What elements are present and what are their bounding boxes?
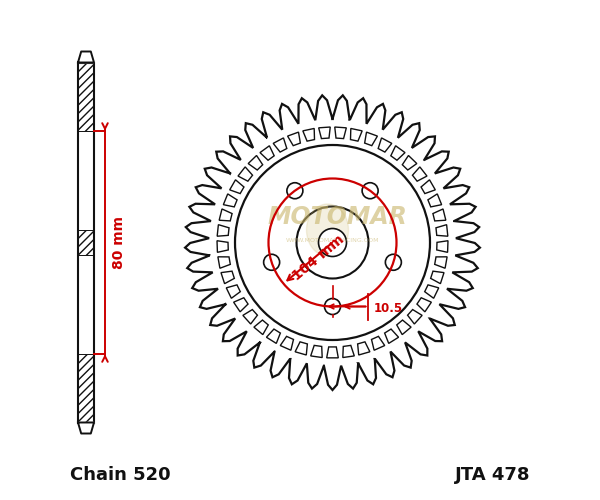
Polygon shape: [378, 138, 392, 152]
Circle shape: [362, 182, 378, 198]
Circle shape: [319, 228, 347, 256]
Text: JTA 478: JTA 478: [455, 466, 530, 484]
Polygon shape: [433, 209, 446, 221]
Polygon shape: [185, 96, 480, 390]
Polygon shape: [218, 257, 230, 268]
Polygon shape: [243, 310, 257, 324]
Text: 10.5: 10.5: [373, 302, 403, 316]
Text: Chain 520: Chain 520: [70, 466, 170, 484]
Text: WWW.MOTOMAXRACING.COM: WWW.MOTOMAXRACING.COM: [286, 238, 379, 242]
Circle shape: [235, 145, 430, 340]
Polygon shape: [335, 127, 346, 138]
Polygon shape: [417, 298, 431, 312]
Polygon shape: [350, 128, 362, 141]
Polygon shape: [230, 180, 244, 194]
Text: 80 mm: 80 mm: [112, 216, 126, 269]
Polygon shape: [219, 209, 232, 221]
Polygon shape: [326, 347, 338, 358]
Polygon shape: [254, 320, 268, 334]
Polygon shape: [437, 240, 448, 252]
Polygon shape: [273, 138, 287, 152]
Polygon shape: [319, 127, 330, 138]
Polygon shape: [434, 257, 447, 268]
Polygon shape: [266, 329, 280, 344]
Text: MOTOMAR: MOTOMAR: [268, 206, 407, 230]
Polygon shape: [295, 342, 307, 355]
Polygon shape: [280, 336, 293, 350]
Polygon shape: [431, 271, 444, 283]
Polygon shape: [397, 320, 411, 334]
Polygon shape: [287, 132, 301, 145]
Polygon shape: [343, 346, 355, 358]
Circle shape: [263, 254, 280, 270]
Circle shape: [325, 298, 341, 314]
Polygon shape: [391, 146, 405, 160]
Polygon shape: [311, 346, 322, 358]
Polygon shape: [248, 156, 263, 170]
Polygon shape: [358, 342, 370, 355]
Polygon shape: [78, 52, 94, 62]
Polygon shape: [217, 240, 228, 252]
Polygon shape: [303, 128, 314, 141]
Polygon shape: [436, 224, 448, 236]
Polygon shape: [221, 271, 235, 283]
Text: 104 mm: 104 mm: [290, 232, 347, 283]
Polygon shape: [78, 422, 94, 434]
Polygon shape: [407, 310, 422, 324]
Polygon shape: [233, 298, 248, 312]
Polygon shape: [412, 167, 427, 181]
Circle shape: [385, 254, 401, 270]
FancyBboxPatch shape: [78, 62, 94, 422]
Polygon shape: [428, 194, 442, 207]
Polygon shape: [217, 224, 229, 236]
Polygon shape: [385, 329, 398, 344]
Polygon shape: [421, 180, 436, 194]
Polygon shape: [260, 146, 274, 160]
Polygon shape: [365, 132, 377, 145]
Polygon shape: [425, 285, 439, 298]
Polygon shape: [307, 204, 349, 256]
Polygon shape: [226, 285, 241, 298]
Polygon shape: [371, 336, 385, 350]
Polygon shape: [238, 167, 253, 181]
Polygon shape: [403, 156, 417, 170]
Circle shape: [287, 182, 303, 198]
Polygon shape: [223, 194, 237, 207]
Circle shape: [296, 206, 368, 279]
